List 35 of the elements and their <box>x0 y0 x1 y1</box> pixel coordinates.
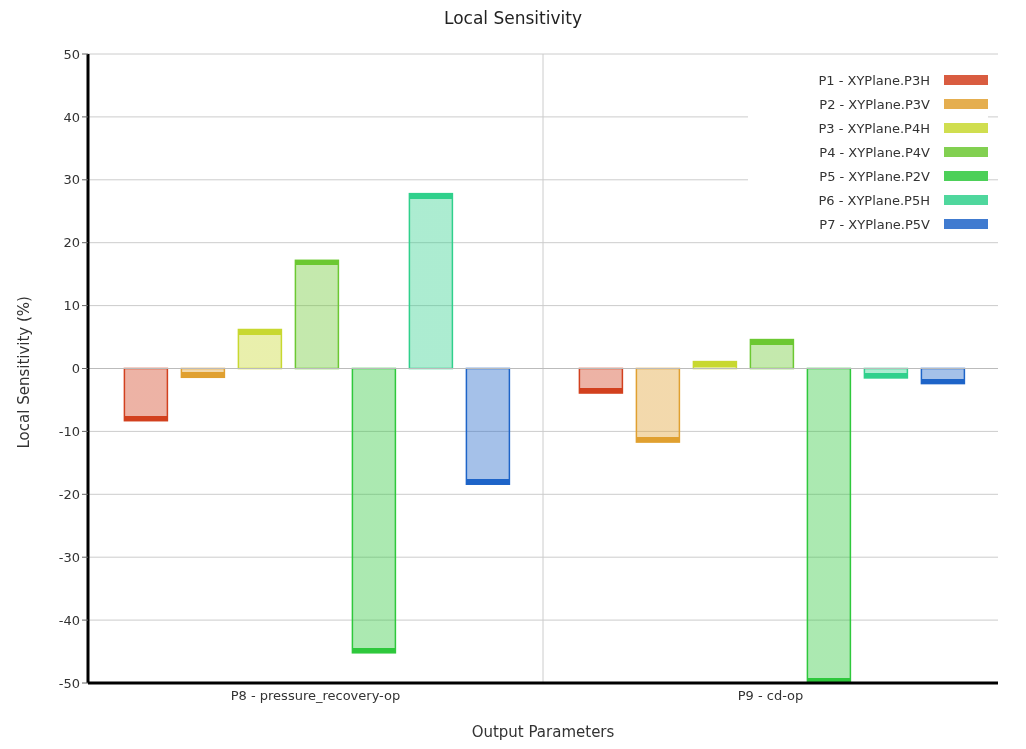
x-tick-label: P8 - pressure_recovery-op <box>230 688 401 704</box>
y-tick-label: -50 <box>58 675 80 691</box>
bar <box>465 367 511 485</box>
bar <box>408 192 454 370</box>
x-axis-title: Output Parameters <box>471 723 615 741</box>
y-tick-label: 40 <box>63 109 80 125</box>
legend-label: P7 - XYPlane.P5V <box>819 216 930 232</box>
y-tick-label: -10 <box>58 424 80 440</box>
y-tick-label: 20 <box>63 235 80 251</box>
y-tick-label: -40 <box>58 612 80 628</box>
chart-title: Local Sensitivity <box>443 8 583 28</box>
y-axis-title: Local Sensitivity (%) <box>15 296 34 449</box>
bar <box>237 328 283 370</box>
y-tick-label: -30 <box>58 549 80 565</box>
y-tick-label: 10 <box>63 298 80 314</box>
y-tick-label: 30 <box>63 172 80 188</box>
bar <box>578 367 624 394</box>
y-tick-label: 0 <box>71 361 80 377</box>
bar <box>635 367 681 443</box>
y-tick-label: -20 <box>58 486 80 502</box>
bar <box>294 259 340 370</box>
bar <box>806 367 852 683</box>
legend-label: P6 - XYPlane.P5H <box>818 192 930 208</box>
y-tick-label: 50 <box>63 46 80 62</box>
bar <box>351 367 397 654</box>
legend-label: P3 - XYPlane.P4H <box>818 120 930 136</box>
bar <box>749 338 795 370</box>
x-tick-label: P9 - cd-op <box>737 688 804 704</box>
legend-label: P5 - XYPlane.P2V <box>819 168 930 184</box>
bar <box>920 367 966 385</box>
bar <box>863 367 909 379</box>
legend-label: P1 - XYPlane.P3H <box>818 72 930 88</box>
legend-label: P4 - XYPlane.P4V <box>819 144 930 160</box>
legend-label: P2 - XYPlane.P3V <box>819 96 930 112</box>
bar <box>123 367 169 422</box>
